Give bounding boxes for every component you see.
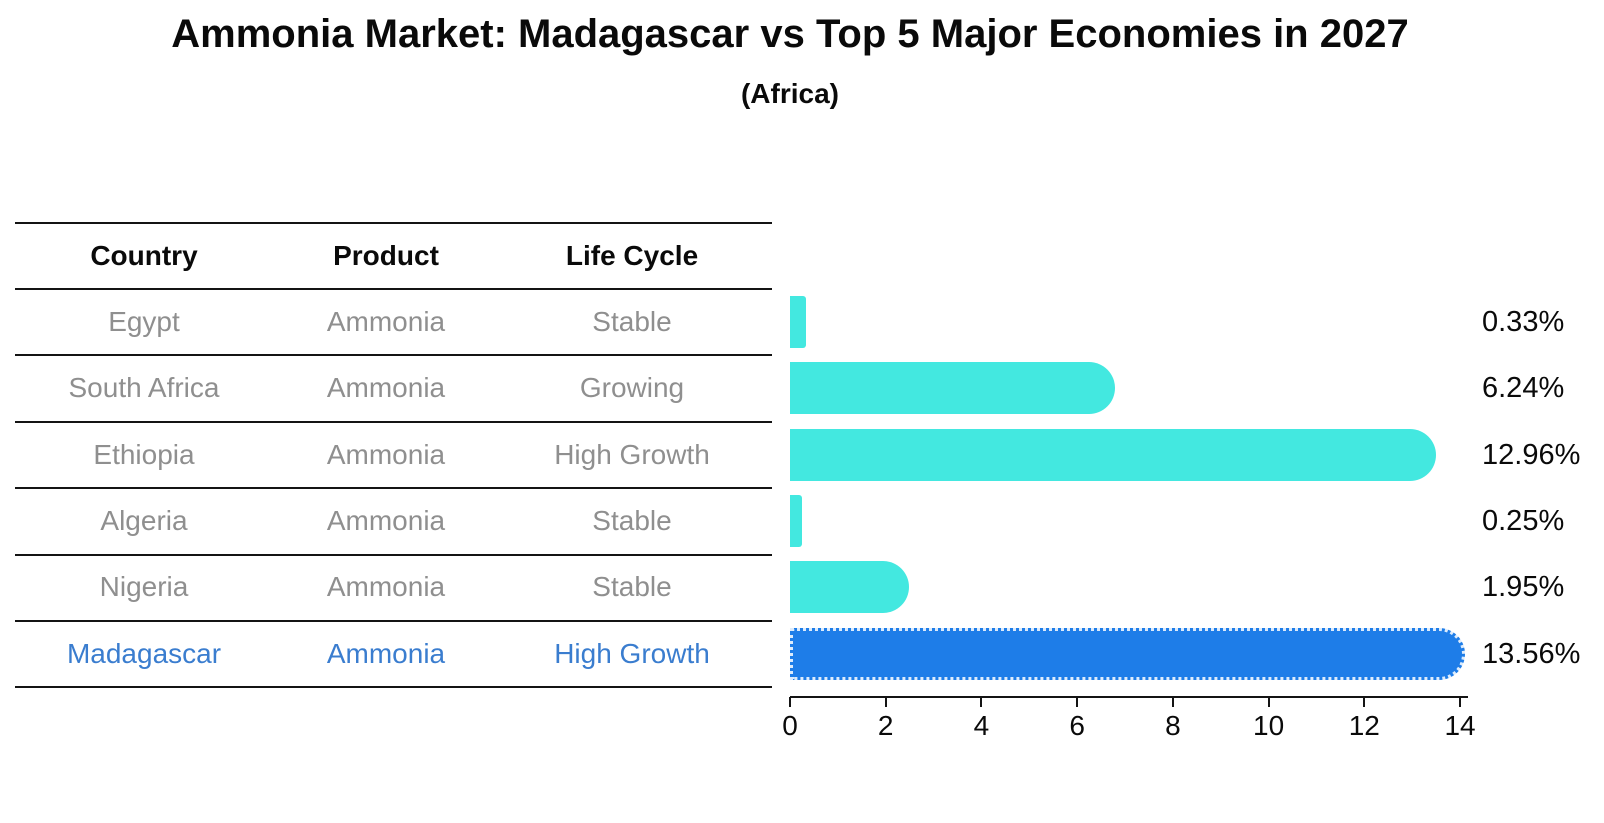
x-tick-mark bbox=[1459, 697, 1462, 707]
bar-south-africa bbox=[790, 362, 1115, 414]
cell-product: Ammonia bbox=[326, 505, 446, 536]
cell-product: Ammonia bbox=[326, 638, 446, 669]
chart-title: Ammonia Market: Madagascar vs Top 5 Majo… bbox=[171, 12, 1409, 56]
cell-product: Ammonia bbox=[326, 439, 446, 470]
bar-value-label-south-africa: 6.24% bbox=[1482, 372, 1565, 404]
x-tick-label: 14 bbox=[1444, 710, 1476, 741]
x-tick-label: 0 bbox=[782, 710, 798, 741]
x-tick-mark bbox=[1171, 697, 1174, 707]
cell-product: Ammonia bbox=[326, 372, 446, 403]
cell-country: Nigeria bbox=[99, 571, 189, 602]
cell-country: Ethiopia bbox=[93, 439, 195, 470]
cell-country: Egypt bbox=[108, 306, 180, 337]
bar-value-label-algeria: 0.25% bbox=[1482, 505, 1565, 537]
cell-life-cycle: Stable bbox=[592, 306, 672, 337]
column-header-country: Country bbox=[90, 240, 198, 271]
cell-country: Algeria bbox=[100, 505, 188, 536]
bar-egypt bbox=[790, 296, 806, 348]
x-tick-label: 12 bbox=[1348, 710, 1380, 741]
table-grid-line bbox=[15, 222, 772, 224]
chart-subtitle: (Africa) bbox=[740, 78, 839, 109]
column-header-product: Product bbox=[333, 240, 439, 271]
column-header-life-cycle: Life Cycle bbox=[565, 240, 699, 271]
table-grid-line bbox=[15, 554, 772, 556]
cell-life-cycle: Stable bbox=[592, 571, 672, 602]
x-tick-mark bbox=[1267, 697, 1270, 707]
x-tick-mark bbox=[980, 697, 983, 707]
bar-value-label-nigeria: 1.95% bbox=[1482, 571, 1565, 603]
table-grid-line bbox=[15, 421, 772, 423]
x-tick-mark bbox=[1363, 697, 1366, 707]
table-grid-line bbox=[15, 620, 772, 622]
cell-product: Ammonia bbox=[326, 306, 446, 337]
cell-life-cycle: High Growth bbox=[554, 439, 710, 470]
cell-product: Ammonia bbox=[326, 571, 446, 602]
x-tick-mark bbox=[1076, 697, 1079, 707]
x-tick-mark bbox=[884, 697, 887, 707]
bar-madagascar bbox=[790, 628, 1465, 680]
bar-value-label-ethiopia: 12.96% bbox=[1482, 439, 1581, 471]
x-tick-label: 4 bbox=[973, 710, 990, 741]
x-tick-label: 6 bbox=[1069, 710, 1085, 741]
table-grid-line bbox=[15, 354, 772, 356]
x-tick-label: 8 bbox=[1165, 710, 1181, 741]
bar-value-label-egypt: 0.33% bbox=[1482, 306, 1565, 338]
x-tick-label: 2 bbox=[877, 710, 894, 741]
bar-nigeria bbox=[790, 561, 910, 613]
bar-value-label-madagascar: 13.56% bbox=[1482, 638, 1581, 670]
bar-ethiopia bbox=[790, 429, 1437, 481]
bar-algeria bbox=[790, 495, 802, 547]
cell-life-cycle: High Growth bbox=[554, 638, 710, 669]
x-tick-label: 10 bbox=[1253, 710, 1285, 741]
cell-life-cycle: Growing bbox=[579, 372, 685, 403]
x-axis-spine bbox=[790, 696, 1468, 698]
table-grid-line bbox=[15, 686, 772, 688]
x-tick-mark bbox=[789, 697, 791, 707]
cell-life-cycle: Stable bbox=[592, 505, 672, 536]
cell-country: Madagascar bbox=[66, 638, 222, 669]
table-grid-line bbox=[15, 288, 772, 290]
cell-country: South Africa bbox=[68, 372, 220, 403]
table-grid-line bbox=[15, 487, 772, 489]
